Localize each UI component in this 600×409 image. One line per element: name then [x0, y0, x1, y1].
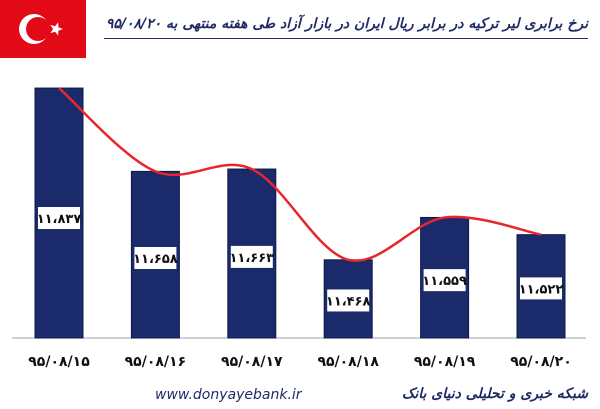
x-tick-label-4: ۹۵/۰۸/۱۹ — [414, 354, 476, 370]
data-label-box-2 — [230, 245, 273, 268]
turkey-flag-icon — [0, 0, 86, 58]
data-label-box-4 — [423, 269, 466, 292]
network-name: شبکه خبری و تحلیلی دنیای بانک — [401, 386, 588, 402]
x-tick-label-5: ۹۵/۰۸/۲۰ — [510, 354, 572, 370]
title-underline — [104, 38, 588, 39]
data-label-box-5 — [520, 277, 562, 300]
trend-curve — [58, 87, 542, 262]
data-label-3: ۱۱،۴۶۸ — [326, 294, 371, 309]
data-label-4: ۱۱،۵۵۹ — [422, 274, 467, 289]
x-tick-label-2: ۹۵/۰۸/۱۷ — [221, 354, 283, 370]
data-label-5: ۱۱،۵۲۲ — [519, 282, 564, 297]
data-label-0: ۱۱،۸۳۷ — [37, 212, 82, 227]
x-tick-label-0: ۹۵/۰۸/۱۵ — [28, 354, 90, 370]
data-label-1: ۱۱،۶۵۸ — [133, 252, 178, 267]
data-label-box-0 — [38, 207, 80, 230]
chart-title: نرخ برابری لیر ترکیه در برابر ریال ایران… — [105, 16, 588, 32]
x-tick-label-1: ۹۵/۰۸/۱۶ — [125, 354, 187, 370]
data-label-2: ۱۱،۶۶۳ — [229, 251, 274, 266]
data-label-box-1 — [134, 247, 177, 270]
website-link[interactable]: www.donyayebank.ir — [155, 387, 302, 403]
x-tick-label-3: ۹۵/۰۸/۱۸ — [317, 354, 379, 370]
data-label-box-3 — [327, 289, 370, 312]
